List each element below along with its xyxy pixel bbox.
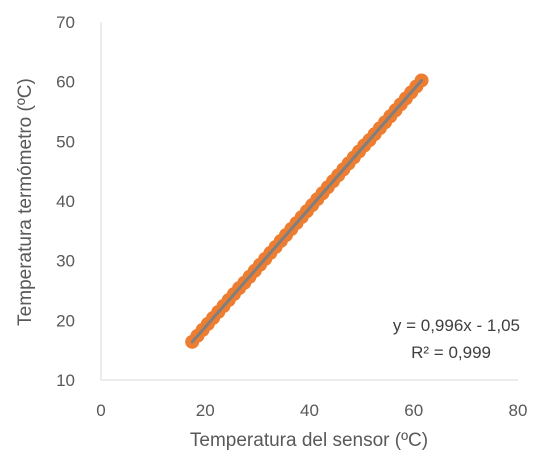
y-tick-label: 30 — [56, 252, 75, 271]
y-tick-labels: 10 20 30 40 50 60 70 — [56, 13, 75, 390]
trendline-r-squared: R² = 0,999 — [411, 343, 491, 362]
trendline — [190, 78, 424, 344]
y-tick-label: 10 — [56, 371, 75, 390]
plot-area: 10 20 30 40 50 60 70 0 20 40 60 80 — [56, 13, 527, 420]
x-axis-title: Temperatura del sensor (ºC) — [190, 430, 428, 451]
x-tick-label: 80 — [509, 401, 528, 420]
x-tick-label: 40 — [300, 401, 319, 420]
y-tick-label: 60 — [56, 73, 75, 92]
y-tick-label: 20 — [56, 311, 75, 330]
x-tick-labels: 0 20 40 60 80 — [96, 401, 527, 420]
x-tick-label: 0 — [96, 401, 105, 420]
x-tick-label: 20 — [196, 401, 215, 420]
x-tick-label: 60 — [404, 401, 423, 420]
y-tick-label: 40 — [56, 192, 75, 211]
y-tick-label: 50 — [56, 132, 75, 151]
trendline-equation: y = 0,996x - 1,05 — [393, 316, 520, 335]
y-tick-label: 70 — [56, 13, 75, 32]
y-axis-title: Temperatura termómetro (ºC) — [15, 78, 36, 326]
